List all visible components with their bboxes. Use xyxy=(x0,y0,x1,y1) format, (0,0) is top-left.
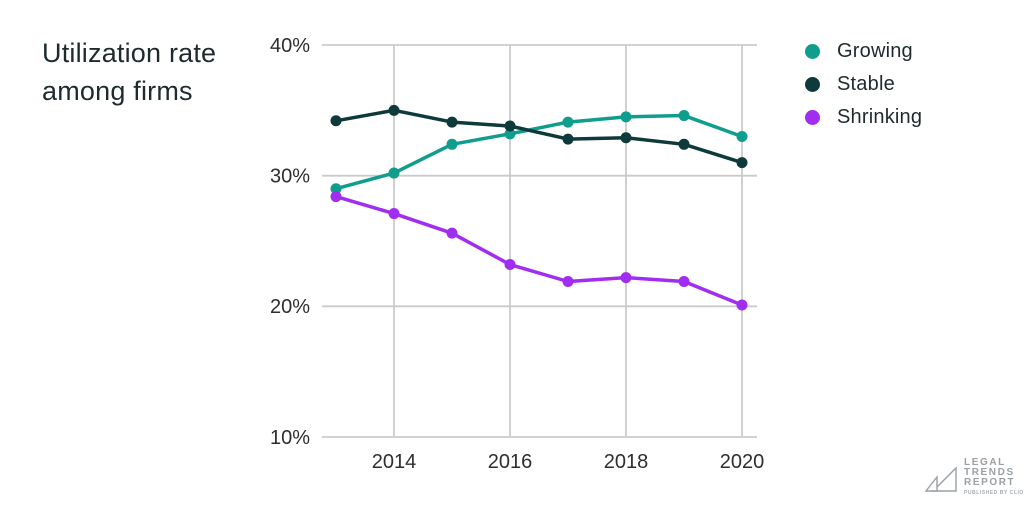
svg-text:2018: 2018 xyxy=(604,451,649,473)
legend-label-stable: Stable xyxy=(837,72,895,95)
logo-line-trends: TRENDS xyxy=(964,467,1015,478)
svg-text:40%: 40% xyxy=(270,35,310,57)
chart-legend: Growing Stable Shrinking xyxy=(805,39,922,129)
legend-item-stable: Stable xyxy=(805,72,922,96)
stable-series-dot-icon xyxy=(805,76,820,92)
svg-text:20%: 20% xyxy=(270,296,310,318)
shrinking-series-dot-icon xyxy=(805,109,820,125)
logo-line-report: REPORT xyxy=(964,477,1016,488)
legend-item-growing: Growing xyxy=(805,39,922,63)
svg-text:2020: 2020 xyxy=(720,451,765,473)
logo-line-legal: LEGAL xyxy=(964,457,1006,468)
legend-label-growing: Growing xyxy=(837,39,913,62)
logo-wordmark: LEGAL TRENDS REPORT PUBLISHED BY CLIO xyxy=(964,458,1024,496)
ascending-triangles-icon xyxy=(924,466,957,492)
legend-item-shrinking: Shrinking xyxy=(805,105,922,129)
svg-text:30%: 30% xyxy=(270,165,310,187)
growing-series-dot-icon xyxy=(805,43,820,59)
logo-tagline: PUBLISHED BY CLIO xyxy=(964,490,1024,496)
legal-trends-report-logo: LEGAL TRENDS REPORT PUBLISHED BY CLIO xyxy=(924,458,1024,496)
svg-text:2016: 2016 xyxy=(488,451,533,473)
legend-label-shrinking: Shrinking xyxy=(837,105,923,128)
chart-title: Utilization rate among firms xyxy=(42,38,217,106)
svg-text:10%: 10% xyxy=(270,427,310,449)
svg-text:2014: 2014 xyxy=(372,451,417,473)
